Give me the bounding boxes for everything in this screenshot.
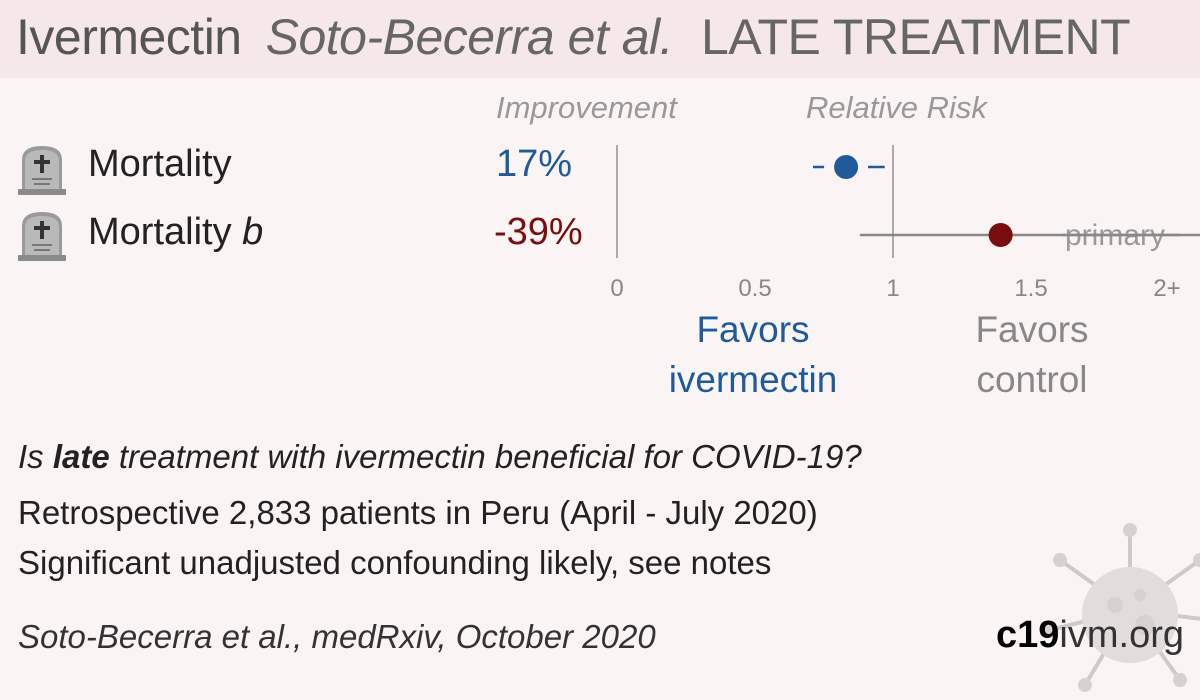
x-tick-label: 1.5 xyxy=(1014,275,1047,302)
x-tick-label: 0.5 xyxy=(738,275,771,302)
favors-ivermectin-label: Favors ivermectin xyxy=(668,309,838,400)
forest-plot: primary 0 0.5 1 1.5 2+ xyxy=(610,145,1200,302)
relative-risk-column-header: Relative Risk xyxy=(806,90,987,125)
row-label-mortality: Mortality xyxy=(88,143,232,185)
improvement-value-mortality: 17% xyxy=(496,143,573,185)
point-estimate xyxy=(988,223,1013,247)
tombstone-icon xyxy=(18,146,66,195)
x-tick-label: 1 xyxy=(886,275,899,302)
x-tick-label: 0 xyxy=(610,275,623,302)
improvement-column-header: Improvement xyxy=(496,90,677,125)
brand-logo[interactable]: c19ivm.org xyxy=(996,614,1184,656)
study-notes: Significant unadjusted confounding likel… xyxy=(18,544,772,581)
favors-control-label: Favors control xyxy=(975,309,1089,400)
x-tick-label: 2+ xyxy=(1153,275,1180,302)
citation: Soto-Becerra et al., medRxiv, October 20… xyxy=(18,618,656,655)
study-question: Is late treatment with ivermectin benefi… xyxy=(18,438,862,475)
tombstone-icon xyxy=(18,212,66,261)
study-design: Retrospective 2,833 patients in Peru (Ap… xyxy=(18,494,818,531)
drug-name: Ivermectin xyxy=(16,9,242,65)
point-estimate xyxy=(834,155,859,179)
treatment-stage: LATE TREATMENT xyxy=(701,9,1131,65)
row-label-mortality-b: Mortality b xyxy=(88,211,264,253)
improvement-value-mortality-b: -39% xyxy=(494,211,583,253)
study-author: Soto-Becerra et al. xyxy=(265,9,674,65)
page-title: Ivermectin Soto-Becerra et al. LATE TREATM… xyxy=(16,8,1131,66)
header-bar: Ivermectin Soto-Becerra et al. LATE TREATM… xyxy=(0,0,1200,78)
virus-icon xyxy=(1043,523,1200,692)
